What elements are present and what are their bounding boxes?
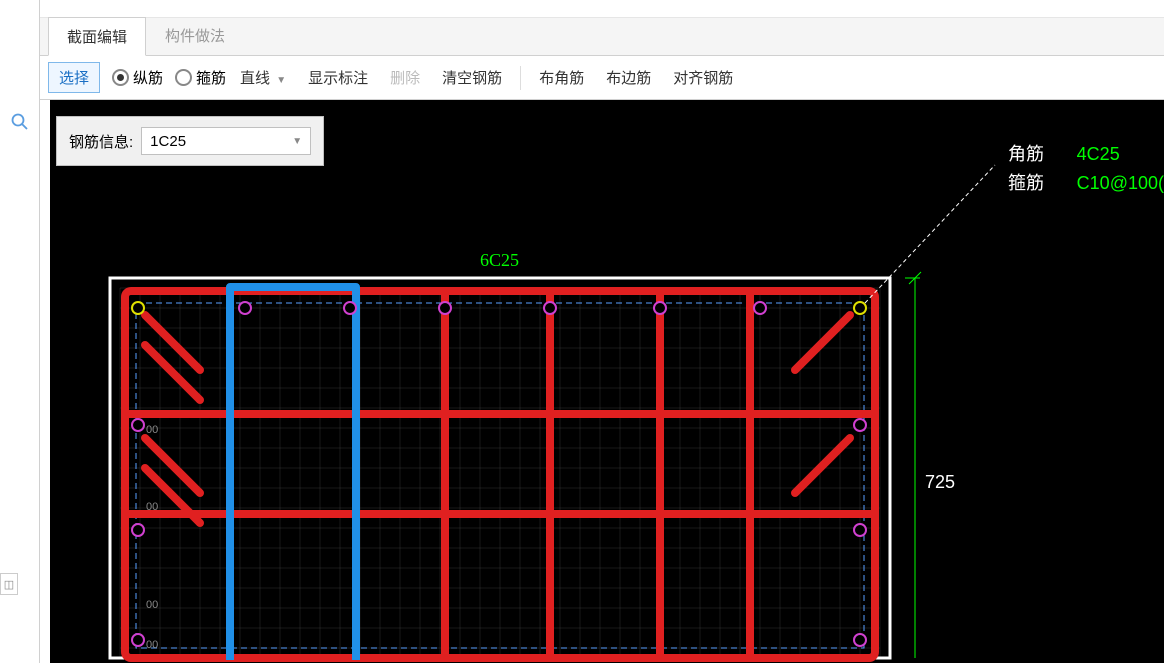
main-area: 截面编辑 构件做法 选择 纵筋 箍筋 直线 ▼ 显示标注 删除 清空钢筋 布角筋… [40, 0, 1164, 663]
radio-stirrup-label: 箍筋 [196, 67, 226, 88]
delete-button[interactable]: 删除 [382, 63, 428, 92]
svg-text:00: 00 [146, 501, 158, 513]
separator [520, 66, 521, 90]
radio-dot-icon [112, 69, 129, 86]
svg-text:00: 00 [146, 424, 158, 436]
radio-stirrup[interactable]: 箍筋 [175, 67, 226, 88]
svg-text:725: 725 [925, 472, 955, 492]
radio-longitudinal-label: 纵筋 [133, 67, 163, 88]
tab-component-method[interactable]: 构件做法 [146, 16, 244, 55]
svg-text:00: 00 [146, 599, 158, 611]
drawing-canvas[interactable]: 钢筋信息: 1C25 ▼ 角筋 箍筋 4C25 C10@100( 6C25725… [50, 100, 1164, 663]
clear-rebar-button[interactable]: 清空钢筋 [434, 63, 510, 92]
radio-dot-icon [175, 69, 192, 86]
panel-toggle-icon[interactable]: ◫ [0, 573, 18, 595]
align-rebar-button[interactable]: 对齐钢筋 [665, 63, 741, 92]
show-dimension-button[interactable]: 显示标注 [300, 63, 376, 92]
toolbar: 选择 纵筋 箍筋 直线 ▼ 显示标注 删除 清空钢筋 布角筋 布边筋 对齐钢筋 [40, 56, 1164, 100]
tab-section-edit[interactable]: 截面编辑 [48, 17, 146, 56]
line-tool-label: 直线 [240, 70, 270, 87]
svg-text:00: 00 [146, 639, 158, 651]
chevron-down-icon: ▼ [276, 75, 286, 86]
side-rebar-button[interactable]: 布边筋 [598, 63, 659, 92]
select-button[interactable]: 选择 [48, 62, 100, 93]
left-panel: ◫ [0, 0, 40, 663]
line-tool[interactable]: 直线 ▼ [232, 63, 294, 92]
radio-longitudinal[interactable]: 纵筋 [112, 67, 163, 88]
section-svg: 6C25 725 00 00 00 00 [50, 100, 1164, 663]
corner-rebar-button[interactable]: 布角筋 [531, 63, 592, 92]
tab-bar: 截面编辑 构件做法 [40, 18, 1164, 56]
svg-text:6C25: 6C25 [480, 250, 519, 270]
search-icon[interactable] [8, 110, 32, 134]
